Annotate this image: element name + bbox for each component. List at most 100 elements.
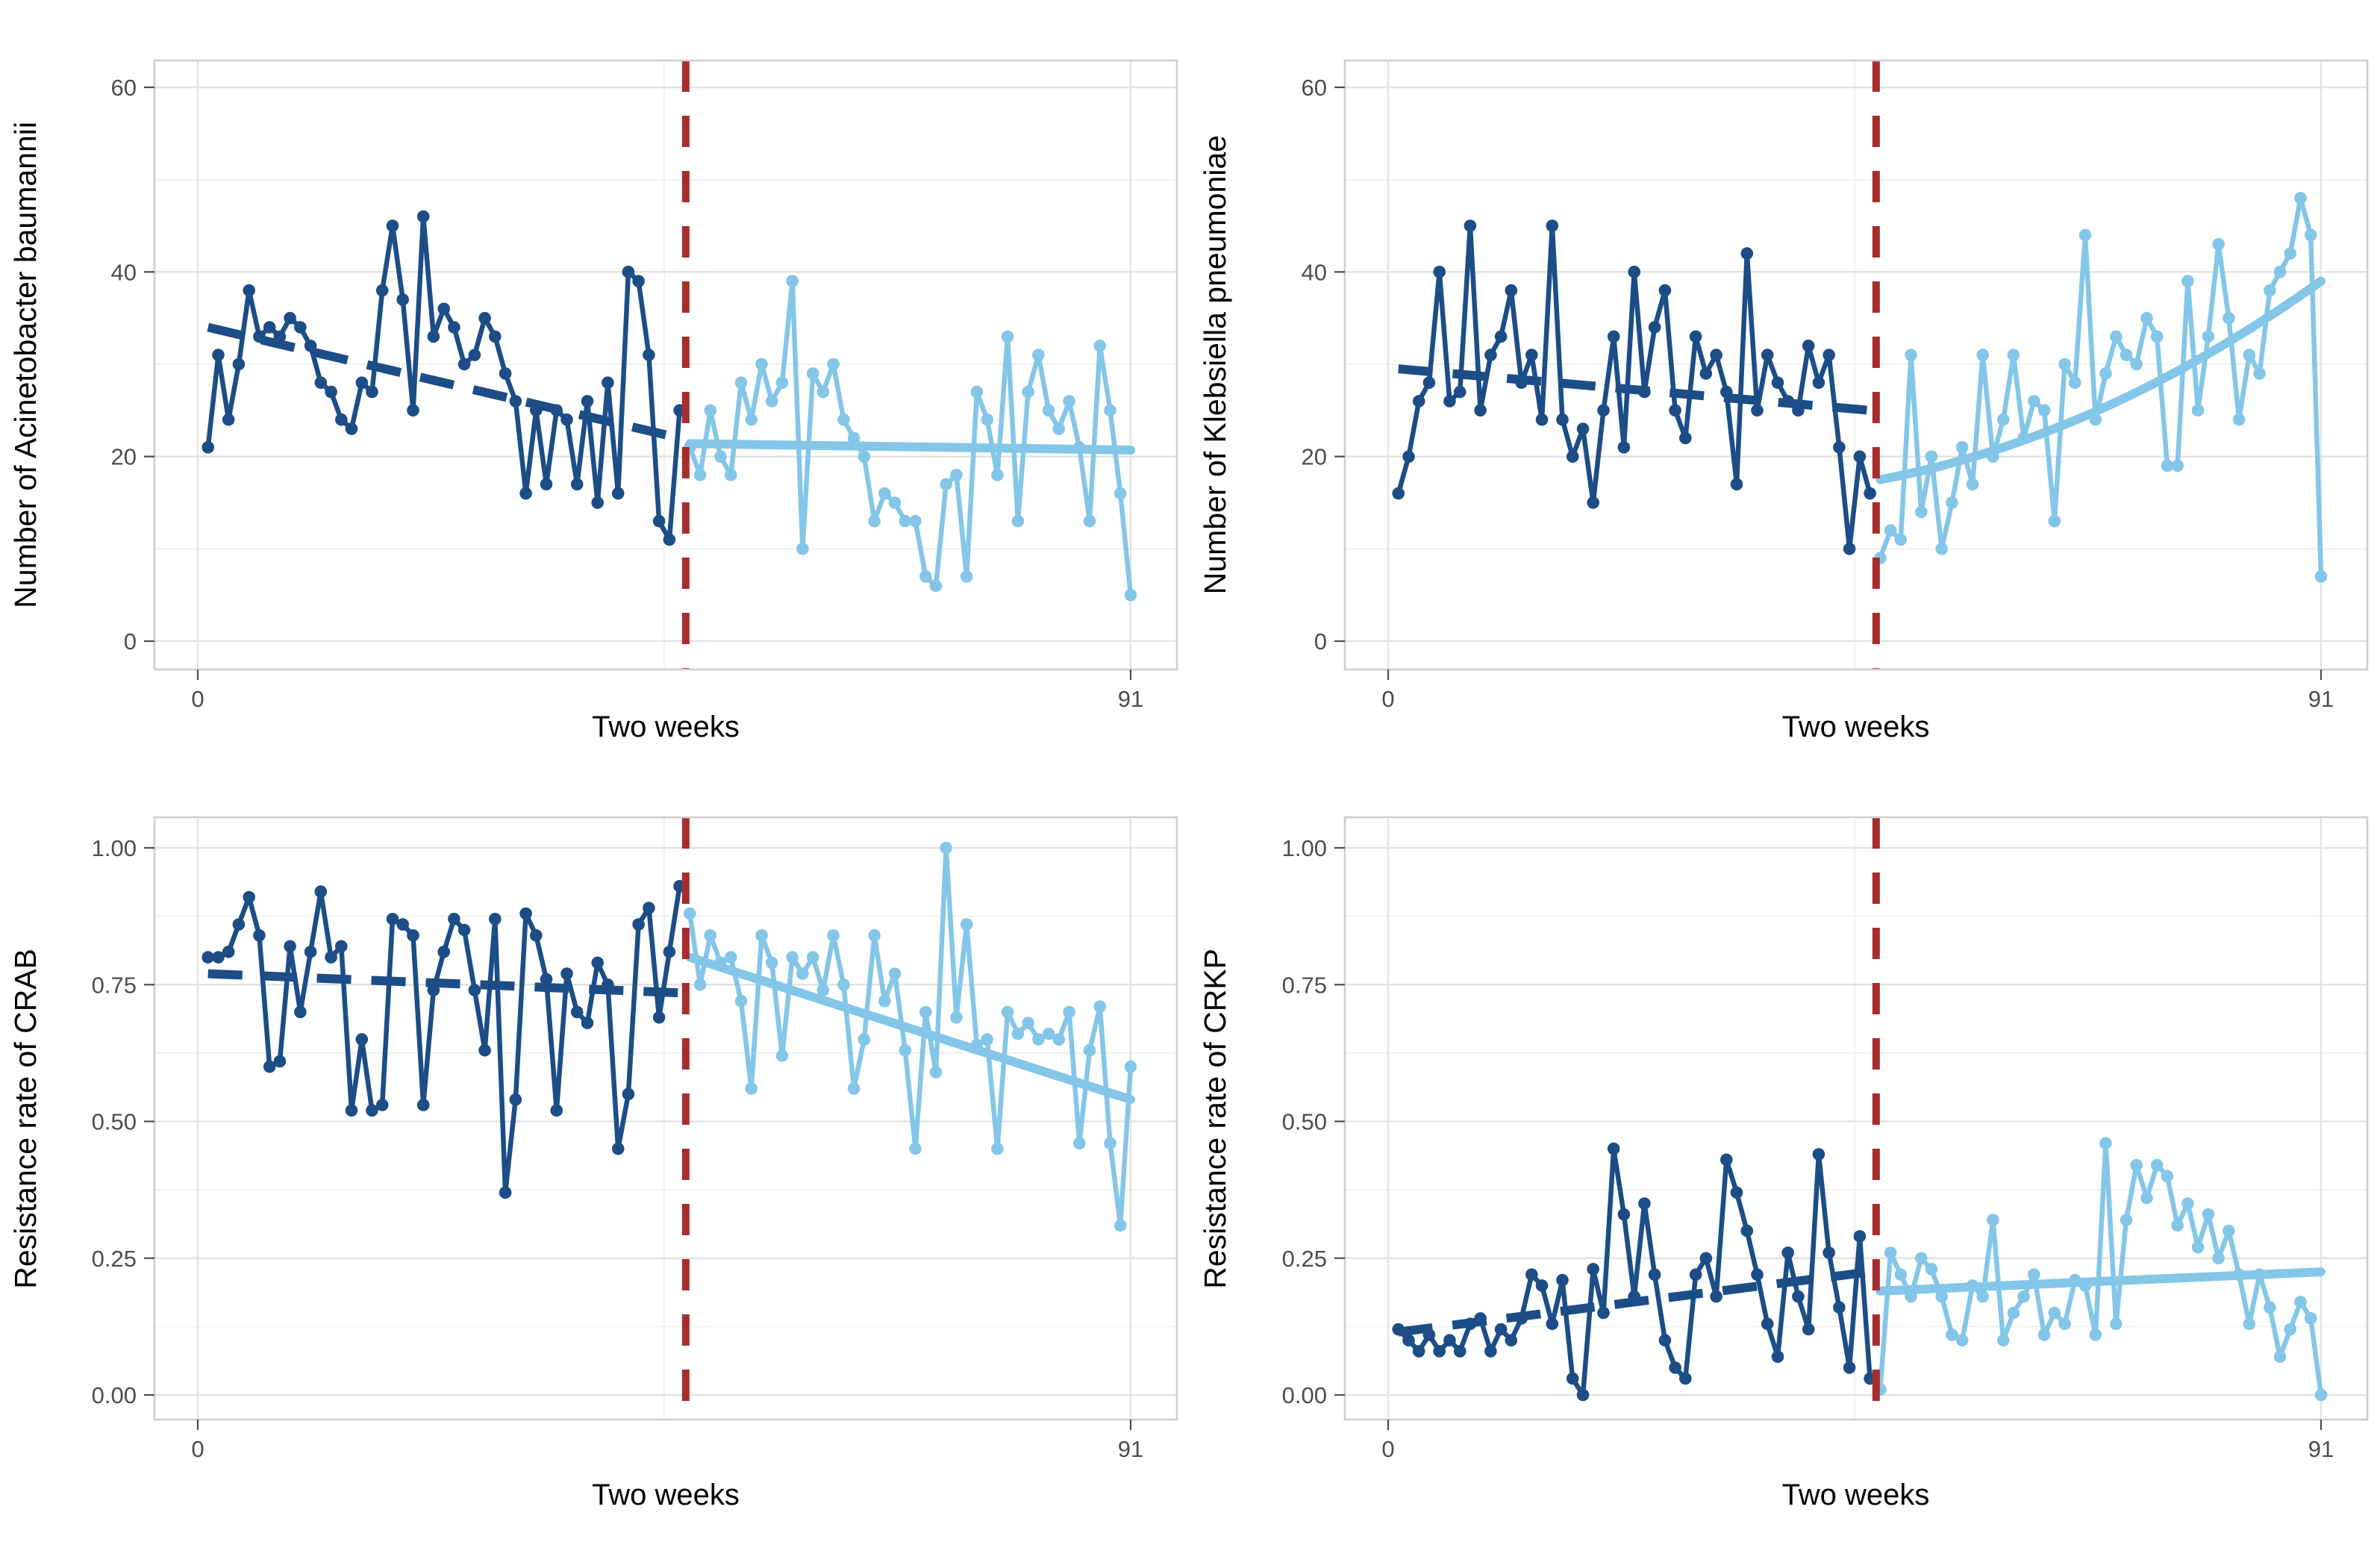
post-series-point (1955, 1334, 1968, 1346)
klebsiella-count-chart-canvas: 0 20 40 60 0 91 (1301, 59, 2368, 712)
pre-series-point (1668, 404, 1681, 417)
pre-series-point (1484, 349, 1497, 361)
post-series-point (2293, 192, 2307, 205)
pre-series-point (519, 907, 532, 920)
y-tick-label: 0 (124, 628, 137, 655)
pre-series-point (1678, 431, 1692, 445)
pre-series-point (202, 951, 215, 964)
x-axis-title: Two weeks (1781, 1479, 1930, 1511)
post-series-point (1925, 1263, 1937, 1276)
pre-series-point (407, 929, 419, 942)
post-series-point (1904, 349, 1917, 361)
post-series-point (899, 514, 912, 528)
plot-background (154, 817, 1177, 1420)
post-series-point (2191, 1240, 2204, 1254)
post-series-point (858, 450, 871, 463)
x-axis-title: Two weeks (592, 711, 740, 743)
post-series-point (2304, 1312, 2317, 1325)
pre-series-point (243, 284, 256, 297)
pre-series-point (1709, 1290, 1722, 1303)
y-tick-label: 0 (1314, 628, 1326, 655)
pre-series-point (1494, 1323, 1507, 1336)
post-series-point (1966, 478, 1978, 491)
post-series-point (1001, 330, 1014, 343)
pre-series-point (643, 902, 655, 914)
pre-series-point (499, 1186, 512, 1199)
post-series-point (929, 1066, 943, 1079)
pre-series-point (632, 918, 645, 931)
pre-series-point (1412, 395, 1425, 408)
post-series-point (734, 376, 748, 389)
pre-series-point (1402, 1334, 1415, 1346)
post-series-point (1996, 413, 2009, 426)
post-series-point (693, 978, 707, 991)
panel-crkp-resistance-rate: 0.00 0.25 0.50 0.75 1.00 0 91 Resistance rate … (1190, 771, 2380, 1542)
post-series-point (847, 431, 861, 445)
post-series-point (2252, 367, 2266, 380)
pre-series-point (591, 496, 604, 509)
pre-series-point (1853, 1230, 1866, 1243)
panel-border (1343, 59, 2368, 671)
pre-series-point (1555, 1273, 1569, 1287)
pre-series-point (1432, 1345, 1446, 1358)
post-series-point (1022, 385, 1034, 399)
y-tick-label: 20 (1301, 444, 1326, 470)
post-series-point (2263, 1301, 2276, 1314)
y-tick-label: 0.50 (92, 1109, 137, 1135)
pre-series-point (1699, 367, 1712, 380)
pre-series-point (570, 478, 584, 491)
crkp-resistance-chart-canvas: 0.00 0.25 0.50 0.75 1.00 0 91 (1281, 816, 2368, 1462)
post-series-point (714, 450, 727, 463)
post-series-point (2068, 376, 2081, 389)
pre-series-point (1730, 478, 1743, 491)
post-series-point (1011, 1027, 1025, 1040)
post-series-point (2129, 1158, 2143, 1172)
pre-trend-line (1397, 364, 1870, 415)
post-series-point (2058, 358, 2071, 371)
pre-series-point (1391, 487, 1405, 500)
y-axis-title: Resistance rate of CRKP (1198, 948, 1232, 1289)
post-series-point (899, 1043, 912, 1057)
panel-border (1343, 816, 2368, 1421)
post-series-point (878, 487, 891, 500)
pre-series-point (1812, 376, 1825, 389)
post-series-point (858, 1033, 871, 1046)
post-series-point (2284, 247, 2296, 260)
pre-series-point (222, 946, 235, 958)
pre-series-point (263, 1060, 276, 1073)
pre-series-point (1586, 1263, 1599, 1276)
crab-resistance-chart-canvas: 0.00 0.25 0.50 0.75 1.00 0 91 (92, 816, 1178, 1462)
post-series-point (1114, 1219, 1127, 1232)
post-series-point (2058, 1317, 2071, 1330)
pre-series-point (519, 487, 532, 500)
post-series-point (2120, 1214, 2132, 1226)
pre-series-point (468, 984, 481, 996)
post-series-point (2181, 275, 2194, 288)
pre-series-point (457, 923, 471, 937)
pre-series-point (457, 358, 471, 371)
post-series-point (2232, 413, 2245, 426)
post-series-point (2161, 459, 2173, 472)
pre-series-point (335, 940, 348, 953)
pre-series-point (1832, 1301, 1846, 1314)
post-series-point (837, 978, 850, 991)
pre-series-point (1525, 1268, 1538, 1281)
post-series-point (888, 496, 902, 509)
pre-trend-line (1397, 1267, 1870, 1337)
y-axis-title: Number of Acinetobacter baumannii (7, 122, 43, 608)
post-series-point (2293, 1296, 2307, 1308)
pre-series-point (1535, 1279, 1548, 1292)
y-tick-label: 0.00 (1281, 1382, 1326, 1408)
pre-series-point (1668, 1361, 1681, 1374)
post-series-point (827, 929, 840, 942)
pre-series-point (602, 376, 614, 389)
pre-series-point (273, 1055, 287, 1068)
post-series-point (775, 1049, 789, 1062)
pre-series-point (232, 918, 246, 931)
post-series-point (796, 543, 809, 555)
post-series-point (1894, 1268, 1907, 1281)
pre-series-point (550, 1104, 563, 1117)
post-trend-line (685, 439, 1135, 455)
post-series-point (1934, 543, 1948, 555)
